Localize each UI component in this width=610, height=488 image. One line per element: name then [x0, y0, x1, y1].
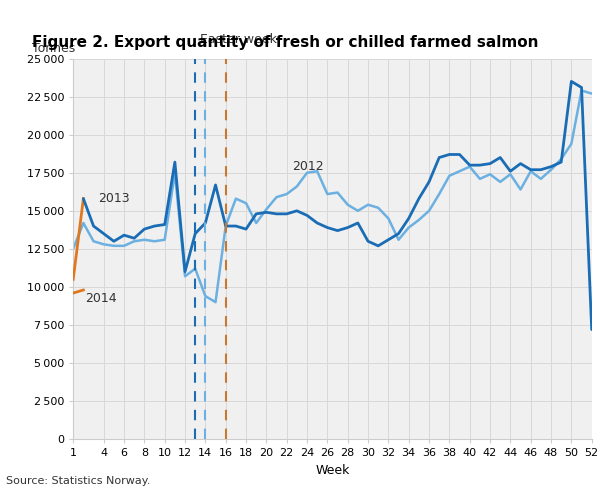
Text: 2012: 2012: [292, 160, 323, 173]
Text: 2013: 2013: [99, 192, 131, 204]
Text: Tonnes: Tonnes: [32, 42, 75, 55]
Text: Figure 2. Export quantity of fresh or chilled farmed salmon: Figure 2. Export quantity of fresh or ch…: [32, 36, 538, 50]
X-axis label: Week: Week: [315, 464, 350, 477]
Text: Source: Statistics Norway.: Source: Statistics Norway.: [6, 476, 151, 486]
Text: Easter week: Easter week: [200, 33, 277, 46]
Text: 2014: 2014: [85, 292, 117, 305]
